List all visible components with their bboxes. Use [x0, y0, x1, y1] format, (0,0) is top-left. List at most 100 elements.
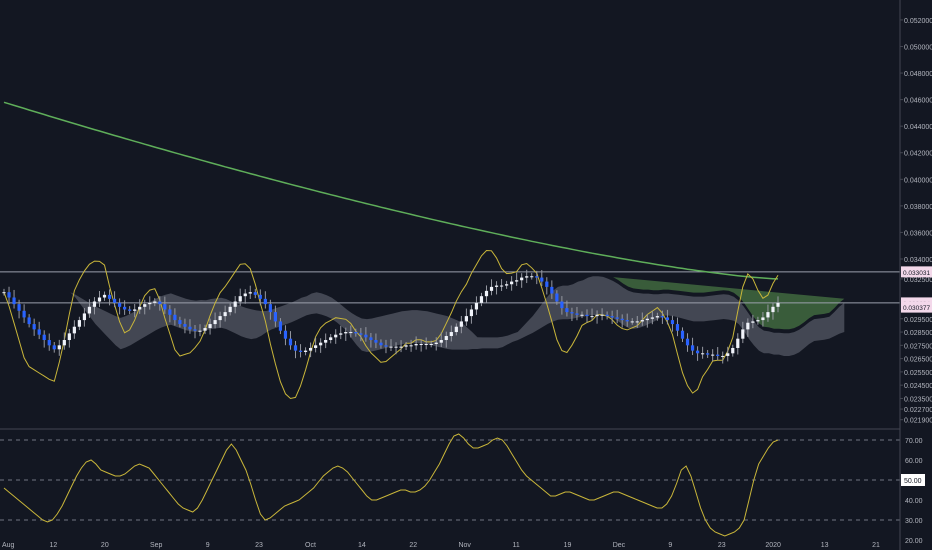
- candle: [685, 333, 690, 352]
- candle: [112, 291, 117, 308]
- candle: [655, 312, 659, 321]
- rsi-mid-tag: [901, 474, 925, 486]
- candle: [585, 309, 589, 323]
- candle: [203, 324, 207, 335]
- cloud-band-bullish: [613, 277, 845, 330]
- candle: [273, 305, 278, 327]
- rsi-tick-label: 70.00: [905, 438, 923, 445]
- candle: [439, 332, 443, 348]
- candle: [660, 310, 665, 324]
- rsi-line: [3, 433, 779, 537]
- time-label: 20: [101, 542, 109, 549]
- price-tick-label: 0.032500: [904, 277, 932, 284]
- candle: [57, 339, 61, 356]
- time-label: 19: [564, 542, 572, 549]
- candle: [354, 328, 358, 337]
- candle: [243, 289, 247, 304]
- price-tick-label: 0.034000: [904, 257, 932, 264]
- candle: [17, 299, 21, 319]
- rsi-tick-label: 30.00: [905, 518, 923, 525]
- candle: [138, 299, 142, 314]
- price-tick-label: 0.040000: [904, 177, 932, 184]
- time-label: 11: [512, 542, 519, 549]
- candle: [369, 332, 373, 348]
- candle: [650, 310, 654, 325]
- candle: [178, 316, 182, 328]
- candle: [756, 316, 760, 325]
- rsi-tick-label: 60.00: [905, 458, 923, 465]
- candle: [510, 276, 514, 291]
- price-tick-label: 0.042000: [904, 151, 932, 158]
- candle: [153, 298, 157, 307]
- candle: [67, 328, 71, 348]
- candle: [484, 285, 489, 303]
- candle: [540, 270, 544, 286]
- candle: [610, 310, 614, 324]
- candle: [293, 340, 298, 359]
- candle: [168, 305, 172, 323]
- candle: [319, 338, 323, 353]
- bollinger-line: [3, 249, 779, 400]
- candle: [590, 308, 594, 321]
- candle: [695, 346, 700, 361]
- candle: [52, 342, 56, 353]
- candle: [258, 289, 262, 306]
- price-tick-label: 0.044000: [904, 124, 932, 131]
- candle: [62, 332, 66, 350]
- cloud-band: [70, 276, 845, 356]
- candle: [308, 342, 313, 358]
- candle: [364, 327, 368, 342]
- candle: [268, 299, 272, 320]
- candle: [419, 339, 423, 352]
- candle: [771, 302, 775, 320]
- candle: [223, 305, 227, 322]
- candle: [72, 320, 76, 339]
- candle: [535, 270, 539, 285]
- candle: [288, 331, 293, 350]
- candle: [399, 340, 403, 353]
- candle: [233, 296, 237, 314]
- rsi-axis: 70.00 60.00 40.00 30.00 20.00 50.00: [901, 438, 925, 545]
- candle: [42, 330, 46, 348]
- candle: [92, 297, 97, 315]
- candle: [515, 272, 519, 286]
- candle: [731, 344, 735, 357]
- candle: [550, 280, 554, 299]
- candle: [329, 334, 333, 344]
- candle: [645, 314, 649, 328]
- candle: [580, 311, 584, 319]
- price-tick-label: 0.046000: [904, 98, 932, 105]
- price-tick-label: 0.052000: [904, 18, 932, 25]
- price-tick-label: 0.024500: [904, 383, 932, 390]
- candle: [173, 308, 177, 326]
- candle: [208, 318, 212, 335]
- candle: [87, 299, 92, 318]
- candle: [143, 299, 147, 315]
- candle: [459, 315, 463, 334]
- candle: [349, 325, 353, 338]
- candle: [278, 318, 283, 335]
- candle: [545, 277, 549, 295]
- time-label: Nov: [458, 542, 471, 549]
- time-label: Aug: [2, 542, 15, 549]
- price-tick-label: 0.048000: [904, 71, 932, 78]
- time-label: 14: [358, 542, 366, 549]
- candle: [158, 296, 162, 311]
- candle: [314, 337, 318, 353]
- candle: [77, 316, 81, 331]
- candle: [298, 344, 303, 358]
- candle: [635, 315, 639, 328]
- candle: [736, 333, 740, 355]
- candle: [188, 319, 192, 334]
- candle: [7, 286, 11, 305]
- price-tick-label: 0.025500: [904, 370, 932, 377]
- price-tick-label: 0.029500: [904, 317, 932, 324]
- candle: [489, 279, 494, 296]
- candle: [675, 317, 680, 337]
- candle: [344, 327, 348, 341]
- candle: [117, 298, 122, 315]
- candle: [389, 339, 393, 352]
- svg-text:0.030377: 0.030377: [903, 305, 930, 312]
